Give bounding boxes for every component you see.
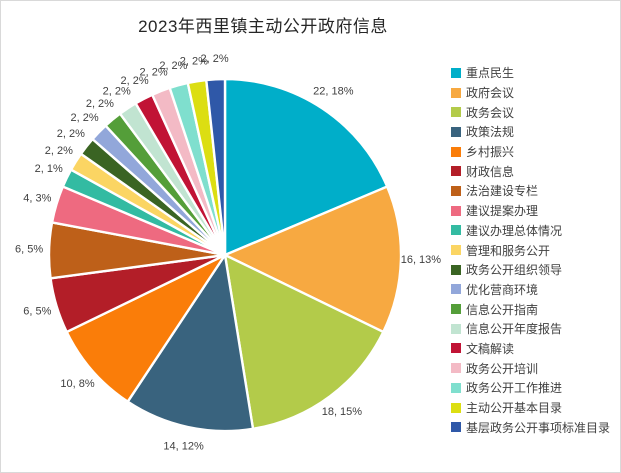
- legend-swatch-icon: [451, 146, 461, 157]
- legend-item-14: 文稿解读: [451, 339, 619, 359]
- legend-label: 基层政务公开事项标准目录: [466, 420, 611, 435]
- legend-item-8: 建议办理总体情况: [451, 221, 619, 241]
- legend-item-0: 重点民生: [451, 63, 619, 83]
- legend-label: 优化营商环境: [466, 282, 539, 297]
- slice-label-7: 4, 3%: [23, 192, 51, 204]
- slice-label-12: 2, 2%: [86, 98, 114, 110]
- legend-label: 信息公开指南: [466, 302, 539, 317]
- slice-label-14: 2, 2%: [121, 75, 149, 87]
- legend-item-17: 主动公开基本目录: [451, 398, 619, 418]
- chart-title: 2023年西里镇主动公开政府信息: [138, 17, 388, 36]
- legend-swatch-icon: [451, 264, 461, 275]
- legend-swatch-icon: [451, 363, 461, 374]
- slice-label-17: 2, 2%: [180, 55, 208, 67]
- legend-item-5: 财政信息: [451, 161, 619, 181]
- legend-item-10: 政务公开组织领导: [451, 260, 619, 280]
- legend-item-6: 法治建设专栏: [451, 181, 619, 201]
- pie-slice-1: [223, 185, 403, 334]
- slice-label-15: 2, 2%: [140, 66, 168, 78]
- slice-label-4: 10, 8%: [60, 378, 94, 390]
- legend-item-18: 基层政务公开事项标准目录: [451, 417, 619, 437]
- legend-item-7: 建议提案办理: [451, 201, 619, 221]
- legend-swatch-icon: [451, 343, 461, 354]
- legend-swatch-icon: [451, 245, 461, 256]
- legend-label: 政务会议: [466, 105, 515, 120]
- legend-swatch-icon: [451, 166, 461, 177]
- slice-label-1: 16, 13%: [401, 254, 442, 266]
- legend: 重点民生政府会议政务会议政策法规乡村振兴财政信息法治建设专栏 建议提案办理建议办理…: [451, 63, 619, 437]
- slice-label-6: 6, 5%: [15, 244, 43, 256]
- legend-swatch-icon: [451, 323, 461, 334]
- legend-item-11: 优化营商环境: [451, 280, 619, 300]
- legend-item-3: 政策法规: [451, 122, 619, 142]
- legend-swatch-icon: [451, 107, 461, 118]
- pie-slice-2: [223, 253, 385, 430]
- legend-swatch-icon: [451, 87, 461, 98]
- legend-label: 政务公开工作推进: [466, 381, 563, 396]
- pie-slice-18: [205, 77, 227, 257]
- slice-label-10: 2, 2%: [57, 128, 85, 140]
- pie-slice-3: [126, 253, 255, 433]
- legend-label: 政府会议: [466, 86, 515, 101]
- slice-label-13: 2, 2%: [103, 86, 131, 98]
- legend-label: 管理和服务公开: [466, 243, 551, 258]
- legend-label: 重点民生: [466, 66, 515, 81]
- legend-item-2: 政务会议: [451, 102, 619, 122]
- slice-label-16: 2, 2%: [159, 60, 187, 72]
- slice-label-2: 18, 15%: [322, 406, 363, 418]
- legend-swatch-icon: [451, 67, 461, 78]
- legend-item-4: 乡村振兴: [451, 142, 619, 162]
- slice-label-5: 6, 5%: [23, 306, 51, 318]
- legend-item-9: 管理和服务公开: [451, 240, 619, 260]
- legend-label: 信息公开年度报告: [466, 322, 563, 337]
- pie-slice-4: [65, 253, 227, 403]
- legend-label: 建议办理总体情况: [466, 223, 563, 238]
- slice-label-8: 2, 1%: [35, 163, 63, 175]
- legend-label: 政策法规: [466, 125, 515, 140]
- slice-label-3: 14, 12%: [163, 441, 204, 453]
- legend-swatch-icon: [451, 284, 461, 295]
- legend-label: 法治建设专栏: [466, 184, 539, 199]
- legend-swatch-icon: [451, 205, 461, 216]
- legend-label: 文稿解读: [466, 341, 515, 356]
- legend-swatch-icon: [451, 304, 461, 315]
- legend-item-13: 信息公开年度报告: [451, 319, 619, 339]
- legend-label: 财政信息: [466, 164, 515, 179]
- slice-label-11: 2, 2%: [71, 112, 99, 124]
- legend-swatch-icon: [451, 126, 461, 137]
- legend-item-12: 信息公开指南: [451, 299, 619, 319]
- slice-label-0: 22, 18%: [313, 86, 354, 98]
- legend-label: 政务公开组织领导: [466, 263, 563, 278]
- pie-slice-0: [223, 77, 389, 257]
- slice-label-9: 2, 2%: [45, 145, 73, 157]
- legend-swatch-icon: [451, 382, 461, 393]
- legend-label: 政务公开培训: [466, 361, 539, 376]
- legend-item-15: 政务公开培训: [451, 358, 619, 378]
- legend-label: 主动公开基本目录: [466, 401, 563, 416]
- legend-swatch-icon: [451, 225, 461, 236]
- legend-swatch-icon: [451, 185, 461, 196]
- slice-label-18: 2, 2%: [201, 53, 229, 65]
- legend-item-1: 政府会议: [451, 83, 619, 103]
- legend-label: 建议提案办理: [466, 204, 539, 219]
- legend-swatch-icon: [451, 422, 461, 433]
- legend-swatch-icon: [451, 402, 461, 413]
- legend-item-16: 政务公开工作推进: [451, 378, 619, 398]
- legend-label: 乡村振兴: [466, 145, 515, 160]
